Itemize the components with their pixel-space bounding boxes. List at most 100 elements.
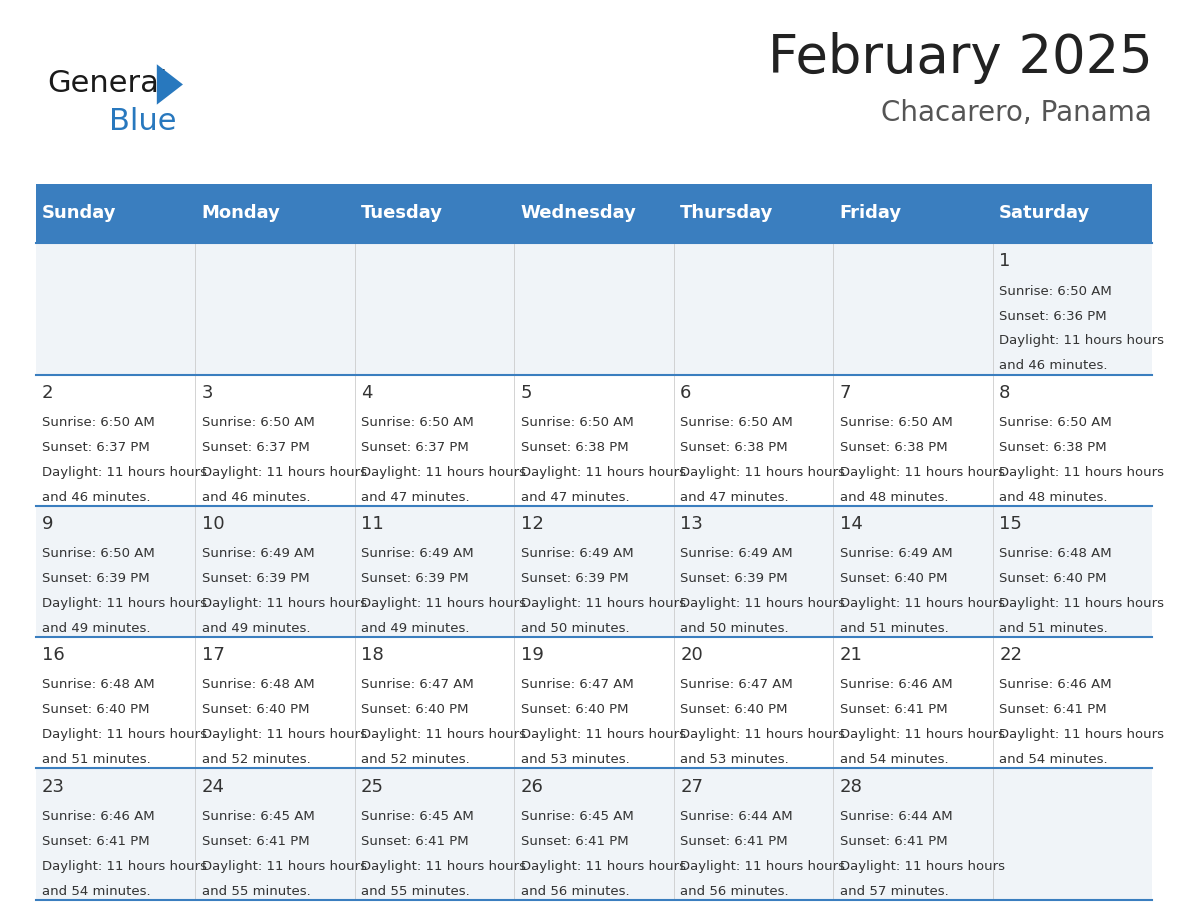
Text: 16: 16 xyxy=(42,646,65,665)
Text: 10: 10 xyxy=(202,515,225,533)
Text: Sunrise: 6:50 AM: Sunrise: 6:50 AM xyxy=(42,547,154,560)
Text: and 57 minutes.: and 57 minutes. xyxy=(840,885,948,898)
Text: Daylight: 11 hours hours: Daylight: 11 hours hours xyxy=(42,465,207,479)
Text: Sunset: 6:40 PM: Sunset: 6:40 PM xyxy=(520,703,628,716)
Text: 13: 13 xyxy=(681,515,703,533)
Text: Thursday: Thursday xyxy=(681,205,773,222)
Text: Daylight: 11 hours hours: Daylight: 11 hours hours xyxy=(361,597,526,610)
Text: Daylight: 11 hours hours: Daylight: 11 hours hours xyxy=(681,859,845,873)
Text: and 51 minutes.: and 51 minutes. xyxy=(840,622,948,635)
Text: and 46 minutes.: and 46 minutes. xyxy=(202,491,310,504)
Bar xyxy=(36,375,1152,506)
Text: Sunrise: 6:49 AM: Sunrise: 6:49 AM xyxy=(520,547,633,560)
Text: Sunrise: 6:50 AM: Sunrise: 6:50 AM xyxy=(202,416,315,429)
Text: Sunset: 6:37 PM: Sunset: 6:37 PM xyxy=(361,441,469,453)
Text: Sunset: 6:40 PM: Sunset: 6:40 PM xyxy=(999,572,1107,585)
Text: Daylight: 11 hours hours: Daylight: 11 hours hours xyxy=(520,597,685,610)
Text: Daylight: 11 hours hours: Daylight: 11 hours hours xyxy=(681,728,845,742)
Text: 22: 22 xyxy=(999,646,1022,665)
Text: 15: 15 xyxy=(999,515,1022,533)
Text: and 56 minutes.: and 56 minutes. xyxy=(681,885,789,898)
Text: Sunrise: 6:45 AM: Sunrise: 6:45 AM xyxy=(202,810,315,823)
Text: and 47 minutes.: and 47 minutes. xyxy=(520,491,630,504)
Text: Sunset: 6:38 PM: Sunset: 6:38 PM xyxy=(520,441,628,453)
Text: Daylight: 11 hours hours: Daylight: 11 hours hours xyxy=(361,859,526,873)
Text: Sunrise: 6:50 AM: Sunrise: 6:50 AM xyxy=(840,416,953,429)
Text: 5: 5 xyxy=(520,384,532,402)
Text: Sunset: 6:41 PM: Sunset: 6:41 PM xyxy=(42,834,150,847)
Text: and 50 minutes.: and 50 minutes. xyxy=(681,622,789,635)
Text: Sunset: 6:39 PM: Sunset: 6:39 PM xyxy=(361,572,469,585)
Text: Sunrise: 6:48 AM: Sunrise: 6:48 AM xyxy=(202,678,314,691)
Text: Sunrise: 6:50 AM: Sunrise: 6:50 AM xyxy=(999,285,1112,297)
Bar xyxy=(36,506,1152,637)
Text: Sunset: 6:41 PM: Sunset: 6:41 PM xyxy=(202,834,309,847)
Text: and 52 minutes.: and 52 minutes. xyxy=(202,754,310,767)
Text: Sunrise: 6:47 AM: Sunrise: 6:47 AM xyxy=(361,678,474,691)
Text: Sunrise: 6:44 AM: Sunrise: 6:44 AM xyxy=(681,810,792,823)
Text: Daylight: 11 hours hours: Daylight: 11 hours hours xyxy=(840,728,1005,742)
Text: and 48 minutes.: and 48 minutes. xyxy=(999,491,1107,504)
Text: 4: 4 xyxy=(361,384,373,402)
Text: Sunset: 6:39 PM: Sunset: 6:39 PM xyxy=(681,572,788,585)
Text: and 53 minutes.: and 53 minutes. xyxy=(520,754,630,767)
Text: Daylight: 11 hours hours: Daylight: 11 hours hours xyxy=(840,597,1005,610)
Text: 8: 8 xyxy=(999,384,1011,402)
Text: Sunrise: 6:46 AM: Sunrise: 6:46 AM xyxy=(999,678,1112,691)
Text: Sunset: 6:39 PM: Sunset: 6:39 PM xyxy=(42,572,150,585)
Text: and 55 minutes.: and 55 minutes. xyxy=(202,885,310,898)
Text: Sunset: 6:40 PM: Sunset: 6:40 PM xyxy=(42,703,150,716)
Text: Daylight: 11 hours hours: Daylight: 11 hours hours xyxy=(840,859,1005,873)
Text: Sunrise: 6:48 AM: Sunrise: 6:48 AM xyxy=(999,547,1112,560)
Text: Sunset: 6:37 PM: Sunset: 6:37 PM xyxy=(202,441,309,453)
Text: 14: 14 xyxy=(840,515,862,533)
Text: Sunset: 6:41 PM: Sunset: 6:41 PM xyxy=(840,834,947,847)
Text: 23: 23 xyxy=(42,778,65,796)
Text: Wednesday: Wednesday xyxy=(520,205,637,222)
Text: Monday: Monday xyxy=(202,205,280,222)
Text: Sunset: 6:41 PM: Sunset: 6:41 PM xyxy=(999,703,1107,716)
Text: 25: 25 xyxy=(361,778,384,796)
Text: Sunset: 6:38 PM: Sunset: 6:38 PM xyxy=(681,441,788,453)
Text: Sunset: 6:40 PM: Sunset: 6:40 PM xyxy=(840,572,947,585)
Text: Sunset: 6:39 PM: Sunset: 6:39 PM xyxy=(520,572,628,585)
Text: Sunset: 6:36 PM: Sunset: 6:36 PM xyxy=(999,309,1107,322)
Text: and 55 minutes.: and 55 minutes. xyxy=(361,885,469,898)
Text: Sunrise: 6:45 AM: Sunrise: 6:45 AM xyxy=(520,810,633,823)
Text: Sunrise: 6:49 AM: Sunrise: 6:49 AM xyxy=(840,547,953,560)
Text: and 49 minutes.: and 49 minutes. xyxy=(42,622,151,635)
Text: 27: 27 xyxy=(681,778,703,796)
Text: General: General xyxy=(48,69,168,98)
Text: Daylight: 11 hours hours: Daylight: 11 hours hours xyxy=(361,728,526,742)
Text: Sunday: Sunday xyxy=(42,205,116,222)
Text: and 51 minutes.: and 51 minutes. xyxy=(42,754,151,767)
Text: Sunset: 6:38 PM: Sunset: 6:38 PM xyxy=(999,441,1107,453)
Text: Daylight: 11 hours hours: Daylight: 11 hours hours xyxy=(42,859,207,873)
Text: 24: 24 xyxy=(202,778,225,796)
Text: Sunrise: 6:47 AM: Sunrise: 6:47 AM xyxy=(520,678,633,691)
Text: Friday: Friday xyxy=(840,205,902,222)
Text: Sunset: 6:41 PM: Sunset: 6:41 PM xyxy=(520,834,628,847)
Text: Daylight: 11 hours hours: Daylight: 11 hours hours xyxy=(361,465,526,479)
Text: Sunset: 6:40 PM: Sunset: 6:40 PM xyxy=(361,703,468,716)
Text: Sunset: 6:41 PM: Sunset: 6:41 PM xyxy=(361,834,469,847)
Text: 19: 19 xyxy=(520,646,543,665)
Text: Daylight: 11 hours hours: Daylight: 11 hours hours xyxy=(202,859,367,873)
Text: and 51 minutes.: and 51 minutes. xyxy=(999,622,1108,635)
Text: Daylight: 11 hours hours: Daylight: 11 hours hours xyxy=(520,728,685,742)
Text: and 52 minutes.: and 52 minutes. xyxy=(361,754,469,767)
Text: Sunrise: 6:45 AM: Sunrise: 6:45 AM xyxy=(361,810,474,823)
Text: 18: 18 xyxy=(361,646,384,665)
Text: Saturday: Saturday xyxy=(999,205,1091,222)
Text: 21: 21 xyxy=(840,646,862,665)
Text: Sunset: 6:41 PM: Sunset: 6:41 PM xyxy=(840,703,947,716)
Text: Sunrise: 6:50 AM: Sunrise: 6:50 AM xyxy=(681,416,792,429)
Bar xyxy=(36,243,1152,375)
Text: 17: 17 xyxy=(202,646,225,665)
Text: Tuesday: Tuesday xyxy=(361,205,443,222)
Text: Sunrise: 6:49 AM: Sunrise: 6:49 AM xyxy=(202,547,314,560)
Bar xyxy=(36,184,1152,243)
Text: and 47 minutes.: and 47 minutes. xyxy=(681,491,789,504)
Text: and 46 minutes.: and 46 minutes. xyxy=(999,360,1107,373)
Text: and 48 minutes.: and 48 minutes. xyxy=(840,491,948,504)
